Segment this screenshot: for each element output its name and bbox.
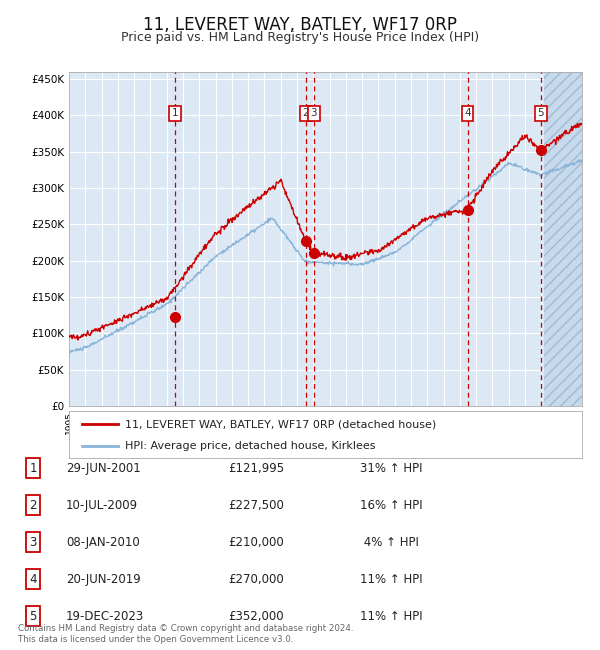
Text: 4: 4 [29, 573, 37, 586]
Text: 11, LEVERET WAY, BATLEY, WF17 0RP (detached house): 11, LEVERET WAY, BATLEY, WF17 0RP (detac… [125, 419, 437, 429]
Text: 4: 4 [464, 109, 471, 118]
Text: 29-JUN-2001: 29-JUN-2001 [66, 462, 141, 474]
Text: 31% ↑ HPI: 31% ↑ HPI [360, 462, 422, 474]
Text: 11% ↑ HPI: 11% ↑ HPI [360, 610, 422, 623]
Text: Contains HM Land Registry data © Crown copyright and database right 2024.
This d: Contains HM Land Registry data © Crown c… [18, 624, 353, 644]
Text: 20-JUN-2019: 20-JUN-2019 [66, 573, 141, 586]
Text: 5: 5 [538, 109, 544, 118]
Text: 4% ↑ HPI: 4% ↑ HPI [360, 536, 419, 549]
Text: £227,500: £227,500 [228, 499, 284, 512]
Text: 1: 1 [29, 462, 37, 474]
Text: £352,000: £352,000 [228, 610, 284, 623]
Text: 2: 2 [29, 499, 37, 512]
Text: 16% ↑ HPI: 16% ↑ HPI [360, 499, 422, 512]
Text: 1: 1 [172, 109, 178, 118]
Text: 10-JUL-2009: 10-JUL-2009 [66, 499, 138, 512]
Text: 19-DEC-2023: 19-DEC-2023 [66, 610, 144, 623]
Text: £121,995: £121,995 [228, 462, 284, 474]
Text: 11% ↑ HPI: 11% ↑ HPI [360, 573, 422, 586]
Text: 3: 3 [310, 109, 317, 118]
Text: 3: 3 [29, 536, 37, 549]
Text: HPI: Average price, detached house, Kirklees: HPI: Average price, detached house, Kirk… [125, 441, 376, 450]
Text: 2: 2 [302, 109, 309, 118]
Text: £270,000: £270,000 [228, 573, 284, 586]
Text: 11, LEVERET WAY, BATLEY, WF17 0RP: 11, LEVERET WAY, BATLEY, WF17 0RP [143, 16, 457, 34]
Text: Price paid vs. HM Land Registry's House Price Index (HPI): Price paid vs. HM Land Registry's House … [121, 31, 479, 44]
Text: £210,000: £210,000 [228, 536, 284, 549]
Text: 08-JAN-2010: 08-JAN-2010 [66, 536, 140, 549]
Text: 5: 5 [29, 610, 37, 623]
